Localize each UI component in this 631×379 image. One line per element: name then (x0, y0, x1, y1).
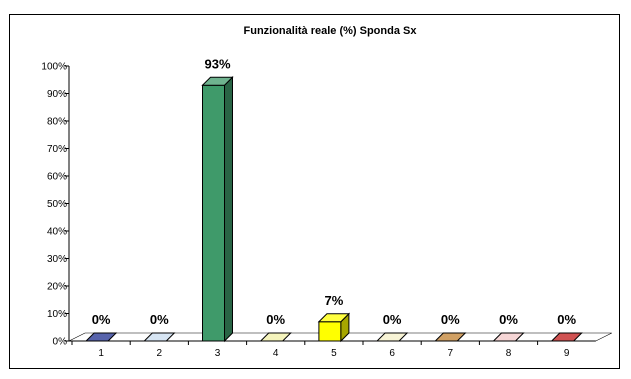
bars-layer (84, 76, 583, 343)
bar-top (375, 332, 409, 342)
x-tick-label: 6 (389, 348, 395, 359)
bar-top (201, 76, 234, 86)
bar-front (318, 321, 342, 342)
y-tick-label: 0% (53, 337, 68, 348)
bar-top (84, 332, 118, 342)
bar-9 (550, 332, 583, 342)
data-label-6: 0% (383, 312, 402, 327)
x-tick-label: 7 (448, 348, 454, 359)
y-tick-label: 60% (47, 172, 67, 183)
bar-4 (259, 332, 292, 342)
data-label-2: 0% (150, 312, 169, 327)
x-tick-label: 4 (273, 348, 279, 359)
y-tick-label: 90% (47, 89, 67, 100)
x-tick-label: 1 (98, 348, 104, 359)
y-tick-label: 50% (47, 199, 67, 210)
bar-top (317, 313, 351, 323)
bar-8 (492, 332, 525, 342)
y-tick-label: 70% (47, 144, 67, 155)
y-tick-label: 80% (47, 117, 67, 128)
bar-6 (375, 332, 409, 342)
x-tick-label: 8 (506, 348, 512, 359)
y-tick-label: 10% (47, 309, 67, 320)
bar-top (550, 332, 583, 342)
chart-title: Funzionalità reale (%) Sponda Sx (244, 25, 418, 37)
bar-3 (201, 76, 234, 343)
data-label-9: 0% (557, 312, 576, 327)
bar-top (143, 332, 176, 342)
bar-top (259, 332, 292, 342)
bar-top (434, 332, 467, 342)
data-label-3: 93% (204, 56, 230, 71)
data-label-5: 7% (325, 293, 344, 308)
bar-7 (434, 332, 467, 342)
y-tick-label: 40% (47, 227, 67, 238)
x-tick-label: 9 (564, 348, 570, 359)
bar-2 (143, 332, 176, 342)
bar-front (202, 84, 225, 342)
data-label-7: 0% (441, 312, 460, 327)
x-tick-label: 3 (215, 348, 221, 359)
x-tick-label: 5 (331, 348, 337, 359)
bar-1 (84, 332, 118, 342)
data-label-8: 0% (499, 312, 518, 327)
y-tick-label: 100% (41, 62, 67, 73)
x-tick-label: 2 (157, 348, 163, 359)
bar-top (492, 332, 525, 342)
labels-layer: 0% 0% 93% 0% 7% 0% 0% 0% 0% (92, 56, 577, 327)
y-tick-label: 20% (47, 282, 67, 293)
chart-border (9, 14, 620, 369)
y-tick-label: 30% (47, 254, 67, 265)
data-label-1: 0% (92, 312, 111, 327)
data-label-4: 0% (266, 312, 285, 327)
bar-5 (317, 312, 351, 343)
bar-side (224, 76, 233, 343)
